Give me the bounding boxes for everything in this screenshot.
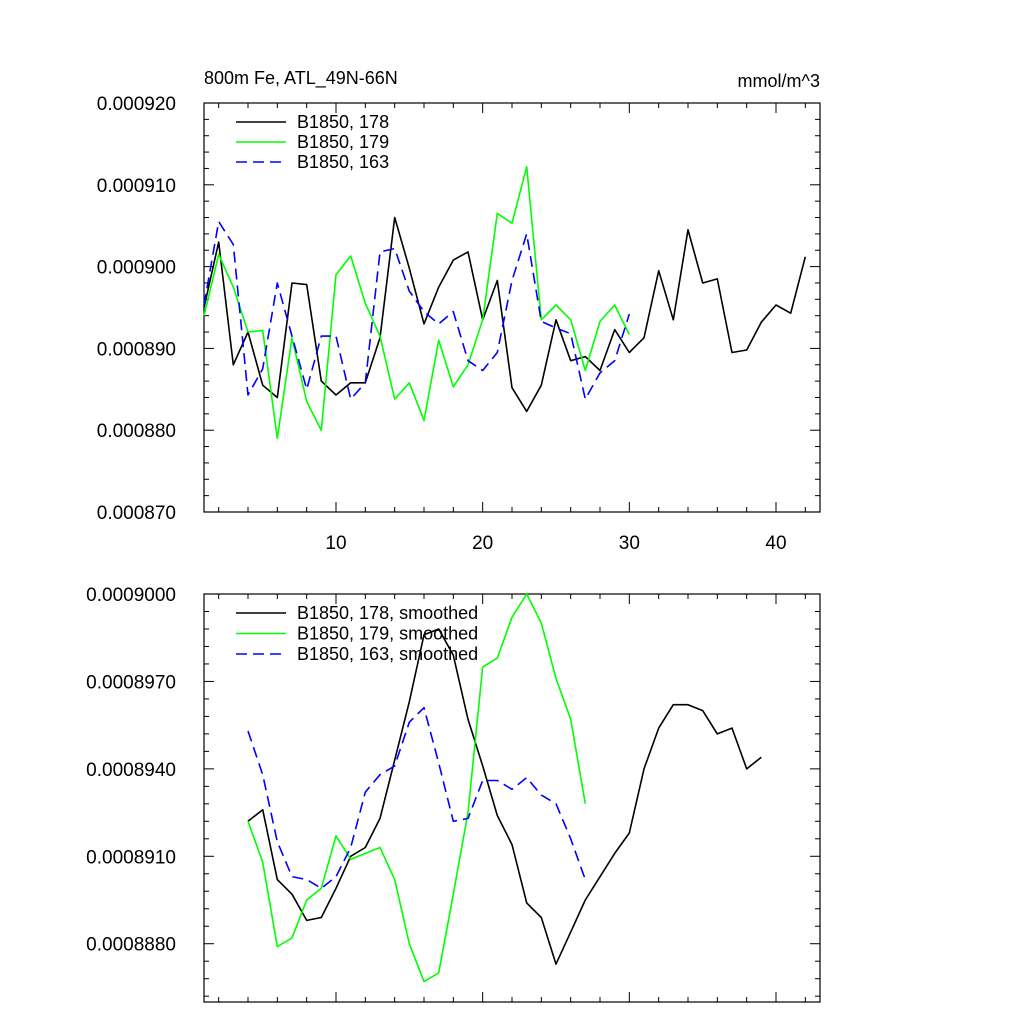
top-y-tick-label: 0.000910 <box>97 176 176 197</box>
top-x-tick-label: 30 <box>619 533 640 554</box>
top-y-tick-label: 0.000880 <box>97 421 176 442</box>
top-series-line-3 <box>203 220 631 400</box>
top-series-line-2 <box>203 166 631 440</box>
top-x-tick-label: 10 <box>325 533 346 554</box>
top-chart-units: mmol/m^3 <box>738 71 820 91</box>
top-legend-label-1: B1850, 178 <box>297 112 389 132</box>
bottom-y-tick-label: 0.0008910 <box>86 847 176 868</box>
bottom-series-line-1 <box>247 628 762 965</box>
bottom-legend-label-1: B1850, 178, smoothed <box>297 603 478 623</box>
top-y-tick-label: 0.000900 <box>97 258 176 279</box>
top-legend-label-3: B1850, 163 <box>297 152 389 172</box>
top-x-tick-label: 20 <box>472 533 493 554</box>
bottom-y-tick-label: 0.0008940 <box>86 760 176 781</box>
top-chart-panel: 800m Fe, ATL_49N-66N mmol/m^3 10 20 30 40 0.… <box>97 68 821 554</box>
bottom-y-tick-label: 0.0009000 <box>86 585 176 606</box>
top-x-tick-label: 40 <box>765 533 786 554</box>
top-legend-label-2: B1850, 179 <box>297 132 389 152</box>
bottom-y-tick-label: 0.0008970 <box>86 672 176 693</box>
bottom-chart-panel: 0.0008880 0.0008910 0.0008940 0.0008970 0.00… <box>86 585 821 1003</box>
bottom-series-line-3 <box>247 706 587 890</box>
top-chart-title: 800m Fe, ATL_49N-66N <box>204 68 398 89</box>
top-series-line-1 <box>203 216 807 413</box>
bottom-y-tick-label: 0.0008880 <box>86 935 176 956</box>
top-y-tick-label: 0.000890 <box>97 339 176 360</box>
bottom-legend-label-2: B1850, 179, smoothed <box>297 624 478 644</box>
bottom-series-line-2 <box>247 593 587 983</box>
top-y-tick-label: 0.000870 <box>97 503 176 524</box>
bottom-legend-label-3: B1850, 163, smoothed <box>297 644 478 664</box>
top-y-tick-label: 0.000920 <box>97 94 176 115</box>
